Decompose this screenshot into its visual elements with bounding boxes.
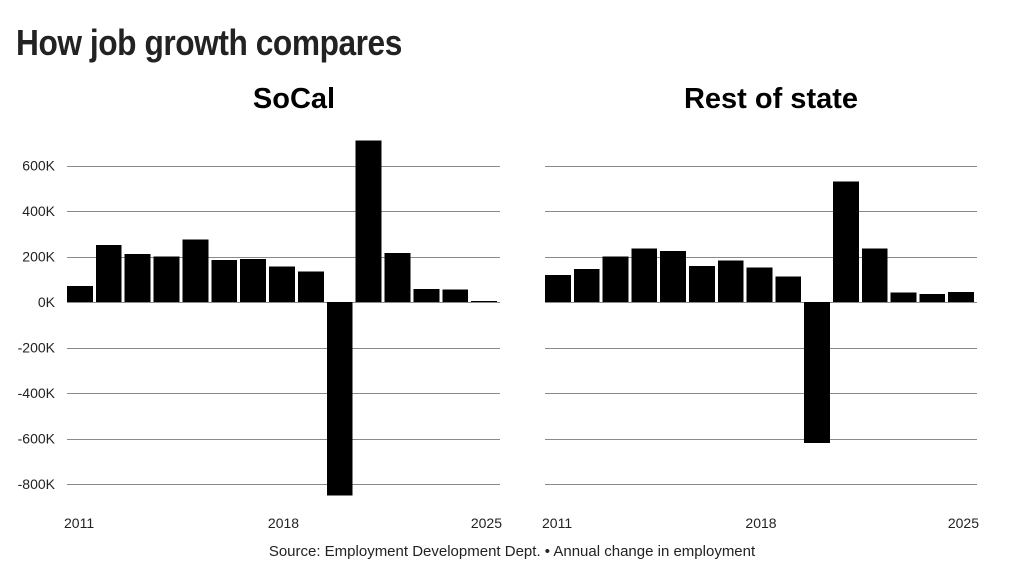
bar-2014 (153, 256, 180, 302)
bar-2012 (95, 245, 122, 303)
bar-2011 (545, 275, 571, 302)
bars-socal (67, 140, 497, 496)
bars-rest-of-state (545, 181, 974, 444)
bar-2025 (471, 300, 497, 302)
y-tick-label: -800K (18, 476, 56, 492)
y-tick-label: 600K (22, 158, 55, 174)
bar-2018 (746, 267, 773, 302)
bar-2024 (919, 294, 946, 302)
bar-2021 (833, 181, 859, 302)
bar-2017 (717, 260, 744, 302)
x-tick-label: 2011 (64, 515, 94, 531)
bar-2022 (861, 248, 888, 302)
x-axis-labels-socal: 2011 2018 2025 (64, 515, 502, 531)
y-tick-label: -400K (18, 385, 56, 401)
bar-2016 (211, 259, 238, 302)
bar-2025 (948, 291, 974, 302)
x-tick-label: 2025 (948, 515, 979, 531)
bar-2024 (442, 289, 469, 302)
y-axis-labels-socal: 600K 400K 200K 0K -200K -400K -600K -800K (18, 158, 56, 493)
headline: How job growth compares (16, 22, 402, 63)
chart-title-socal: SoCal (253, 83, 335, 115)
bar-2018 (269, 266, 295, 302)
bar-2023 (413, 288, 440, 302)
bar-2017 (240, 258, 267, 302)
bar-2021 (355, 140, 382, 302)
chart-rest-of-state: Rest of state 2011 2018 2025 (542, 83, 979, 531)
y-tick-label: -600K (18, 431, 56, 447)
x-tick-label: 2018 (268, 515, 299, 531)
bar-2011 (67, 286, 93, 302)
y-tick-label: 200K (22, 249, 55, 265)
bar-2015 (660, 250, 686, 302)
bar-2023 (890, 292, 917, 302)
x-tick-label: 2011 (542, 515, 572, 531)
source-note: Source: Employment Development Dept. • A… (268, 543, 756, 560)
bar-2014 (631, 248, 658, 302)
y-tick-label: 0K (38, 294, 56, 310)
bar-2012 (573, 269, 600, 302)
x-tick-label: 2018 (745, 515, 776, 531)
bar-2019 (775, 276, 802, 302)
x-axis-labels-rest-of-state: 2011 2018 2025 (542, 515, 979, 531)
bar-2019 (297, 271, 324, 302)
bar-2013 (124, 254, 151, 302)
bar-2020 (804, 302, 830, 444)
bar-2015 (182, 239, 209, 302)
y-tick-label: 400K (22, 203, 55, 219)
grid-socal (67, 166, 500, 485)
x-tick-label: 2025 (471, 515, 502, 531)
chart-title-rest-of-state: Rest of state (684, 83, 858, 115)
bar-2016 (689, 266, 715, 302)
grid-rest-of-state (545, 166, 977, 485)
bar-2022 (384, 253, 411, 302)
y-tick-label: -200K (18, 340, 56, 356)
bar-2013 (602, 256, 629, 302)
bar-2020 (326, 302, 353, 496)
chart-socal: SoCal 600K 400K 200K 0K -200K -400K -600K -800K… (18, 83, 503, 531)
